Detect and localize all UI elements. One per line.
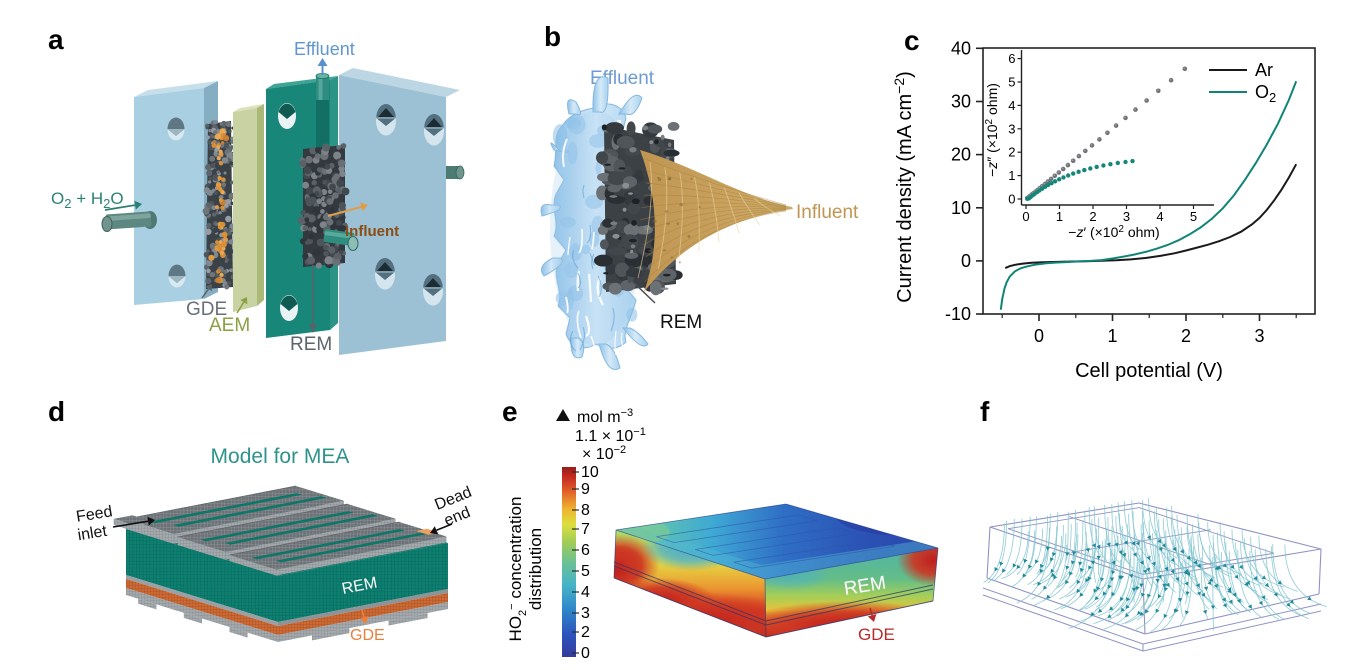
svg-text:Cell potential (V): Cell potential (V) (1075, 360, 1223, 382)
svg-text:3: 3 (581, 605, 590, 622)
svg-text:3: 3 (1008, 121, 1015, 136)
svg-text:-10: -10 (945, 304, 971, 324)
svg-text:mol m−3: mol m−3 (577, 407, 633, 426)
svg-text:REM: REM (290, 334, 332, 355)
svg-text:4: 4 (1008, 98, 1015, 113)
svg-text:4: 4 (581, 584, 590, 601)
svg-text:d: d (48, 396, 65, 427)
svg-text:REM: REM (341, 574, 379, 597)
svg-text:a: a (48, 24, 64, 55)
svg-text:1: 1 (1107, 326, 1117, 346)
svg-text:5: 5 (581, 563, 590, 580)
svg-text:0: 0 (1022, 209, 1029, 224)
svg-text:0: 0 (581, 645, 590, 662)
svg-text:2: 2 (1181, 326, 1191, 346)
svg-text:6: 6 (581, 542, 590, 559)
svg-text:1: 1 (1056, 209, 1063, 224)
svg-text:10: 10 (951, 198, 971, 218)
svg-text:Current density (mA cm−2): Current density (mA cm−2) (891, 71, 916, 303)
svg-text:6: 6 (1008, 51, 1015, 66)
svg-text:20: 20 (951, 145, 971, 165)
svg-text:e: e (502, 396, 518, 427)
svg-text:inlet: inlet (76, 523, 108, 544)
svg-text:10: 10 (581, 464, 599, 481)
svg-text:Model for MEA: Model for MEA (211, 445, 350, 468)
svg-text:5: 5 (1190, 209, 1197, 224)
svg-text:1.1 × 10−1: 1.1 × 10−1 (575, 426, 646, 445)
svg-text:0: 0 (1034, 326, 1044, 346)
svg-text:3: 3 (1254, 326, 1264, 346)
svg-text:−z″ (×102 ohm): −z″ (×102 ohm) (984, 83, 1000, 177)
svg-text:Influent: Influent (345, 223, 399, 240)
svg-text:GDE: GDE (186, 299, 227, 320)
svg-text:c: c (904, 25, 920, 56)
svg-text:30: 30 (951, 91, 971, 111)
svg-text:5: 5 (1008, 75, 1015, 90)
svg-text:Influent: Influent (796, 202, 859, 223)
svg-text:Effluent: Effluent (294, 39, 355, 59)
svg-text:4: 4 (1156, 209, 1163, 224)
svg-text:9: 9 (581, 481, 590, 498)
svg-text:f: f (980, 396, 990, 427)
svg-text:O2 + H2O: O2 + H2O (51, 189, 124, 211)
svg-text:0: 0 (961, 251, 971, 271)
svg-text:Ar: Ar (1255, 60, 1273, 80)
svg-text:2: 2 (581, 624, 590, 641)
svg-text:AEM: AEM (209, 315, 250, 336)
svg-text:2: 2 (1008, 145, 1015, 160)
svg-text:b: b (544, 21, 561, 52)
svg-text:0: 0 (1008, 192, 1015, 207)
svg-text:40: 40 (951, 38, 971, 58)
svg-text:7: 7 (581, 521, 590, 538)
svg-text:1: 1 (1008, 168, 1015, 183)
svg-text:2: 2 (1089, 209, 1096, 224)
svg-text:distribution: distribution (526, 528, 545, 610)
svg-text:−z′ (×102 ohm): −z′ (×102 ohm) (1068, 224, 1159, 240)
svg-text:GDE: GDE (350, 627, 385, 644)
svg-text:GDE: GDE (858, 625, 895, 644)
svg-text:3: 3 (1123, 209, 1130, 224)
svg-text:Feed: Feed (75, 503, 114, 525)
svg-text:8: 8 (581, 502, 590, 519)
svg-text:REM: REM (660, 312, 702, 333)
